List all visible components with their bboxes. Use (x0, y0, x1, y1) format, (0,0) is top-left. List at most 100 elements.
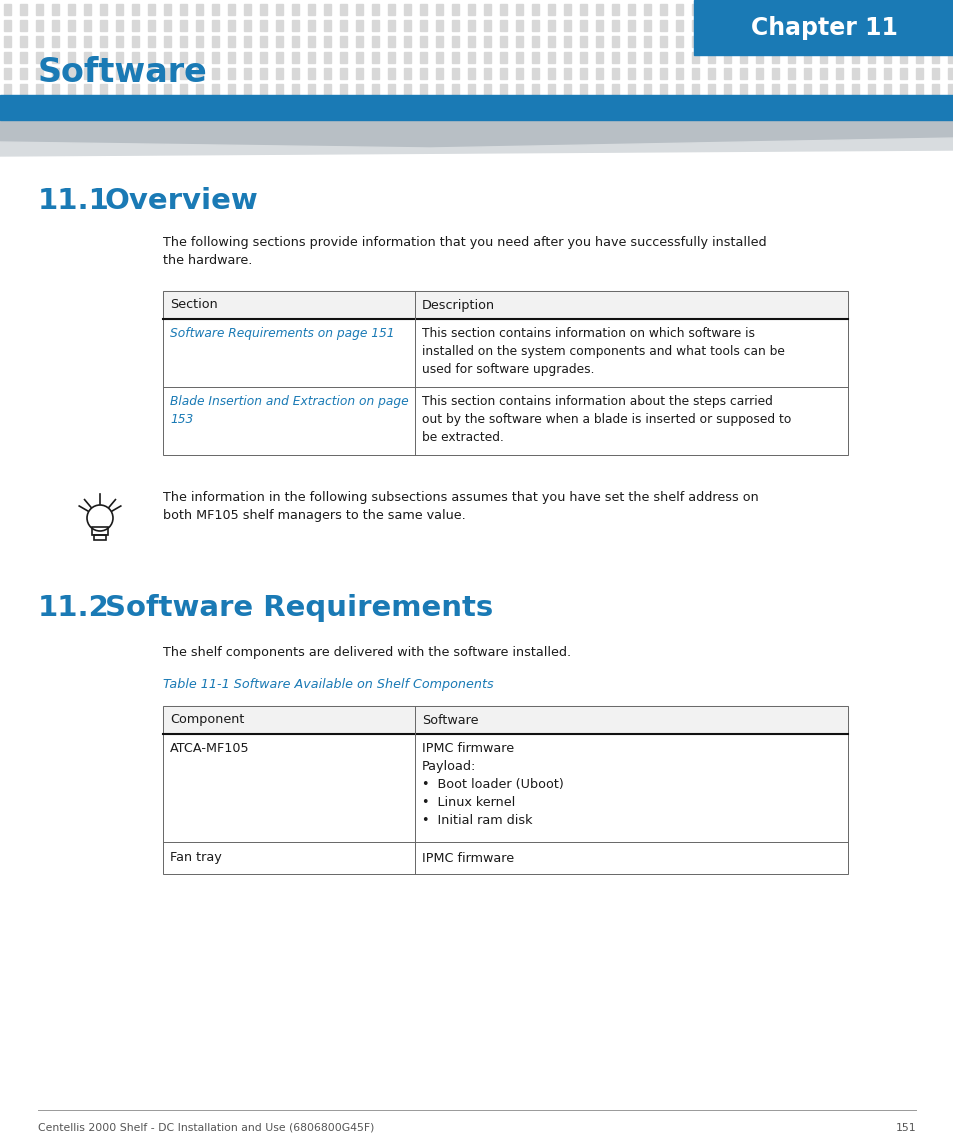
Bar (260, 19, 267, 31)
Bar (0, 95, 953, 120)
Bar (596, 52, 602, 63)
Bar (707, 84, 714, 95)
Bar (676, 3, 682, 15)
Bar (292, 52, 298, 63)
Bar (835, 19, 842, 31)
Bar (483, 52, 491, 63)
Bar (899, 19, 906, 31)
Bar (691, 52, 699, 63)
Bar (851, 19, 858, 31)
Bar (579, 35, 586, 47)
Bar (579, 52, 586, 63)
Bar (771, 19, 779, 31)
Bar (228, 52, 234, 63)
Bar (803, 84, 810, 95)
Bar (532, 19, 538, 31)
Bar (355, 68, 363, 79)
Bar (36, 52, 43, 63)
Bar (403, 84, 411, 95)
Bar (563, 35, 571, 47)
Bar (36, 68, 43, 79)
Text: Table 11-1 Software Available on Shelf Components: Table 11-1 Software Available on Shelf C… (163, 678, 493, 690)
Bar (740, 84, 746, 95)
Bar (436, 84, 442, 95)
Bar (180, 19, 187, 31)
Bar (643, 3, 650, 15)
Bar (36, 19, 43, 31)
Bar (292, 19, 298, 31)
Bar (339, 3, 347, 15)
Bar (931, 84, 938, 95)
Bar (228, 19, 234, 31)
Text: Software: Software (421, 713, 478, 726)
Bar (643, 68, 650, 79)
Bar (899, 3, 906, 15)
Bar (516, 3, 522, 15)
Bar (132, 52, 139, 63)
Bar (212, 3, 219, 15)
Bar (563, 52, 571, 63)
Bar (643, 52, 650, 63)
Bar (755, 68, 762, 79)
Bar (563, 3, 571, 15)
Bar (627, 52, 635, 63)
Bar (676, 52, 682, 63)
Bar (372, 84, 378, 95)
Bar (164, 35, 171, 47)
Bar (36, 84, 43, 95)
Bar (659, 35, 666, 47)
Bar (244, 19, 251, 31)
Bar (244, 3, 251, 15)
Bar (195, 84, 203, 95)
Bar (84, 52, 91, 63)
Bar (84, 68, 91, 79)
Bar (388, 52, 395, 63)
Polygon shape (0, 120, 953, 148)
Text: Software Requirements on page 151: Software Requirements on page 151 (170, 327, 395, 340)
Bar (148, 84, 154, 95)
Bar (659, 68, 666, 79)
Bar (899, 68, 906, 79)
Bar (52, 52, 59, 63)
Bar (164, 19, 171, 31)
Bar (84, 35, 91, 47)
Bar (195, 19, 203, 31)
Bar (676, 68, 682, 79)
Bar (148, 19, 154, 31)
Bar (163, 291, 847, 319)
Bar (803, 68, 810, 79)
Bar (68, 84, 75, 95)
Bar (324, 3, 331, 15)
Bar (676, 84, 682, 95)
Bar (659, 84, 666, 95)
Bar (20, 35, 27, 47)
Bar (899, 84, 906, 95)
Bar (180, 84, 187, 95)
Bar (803, 3, 810, 15)
Bar (835, 52, 842, 63)
Bar (116, 3, 123, 15)
Bar (372, 52, 378, 63)
Bar (20, 84, 27, 95)
Bar (627, 84, 635, 95)
Bar (468, 3, 475, 15)
Bar (292, 3, 298, 15)
Bar (499, 3, 506, 15)
Bar (643, 35, 650, 47)
Bar (883, 84, 890, 95)
Bar (612, 19, 618, 31)
Bar (723, 19, 730, 31)
Bar (883, 3, 890, 15)
Bar (228, 3, 234, 15)
Bar (388, 84, 395, 95)
Bar (947, 3, 953, 15)
Bar (100, 52, 107, 63)
Bar (867, 68, 874, 79)
Bar (260, 68, 267, 79)
Bar (596, 19, 602, 31)
Bar (388, 19, 395, 31)
Bar (132, 3, 139, 15)
Text: The following sections provide information that you need after you have successf: The following sections provide informati… (163, 236, 766, 268)
Bar (787, 84, 794, 95)
Bar (20, 52, 27, 63)
